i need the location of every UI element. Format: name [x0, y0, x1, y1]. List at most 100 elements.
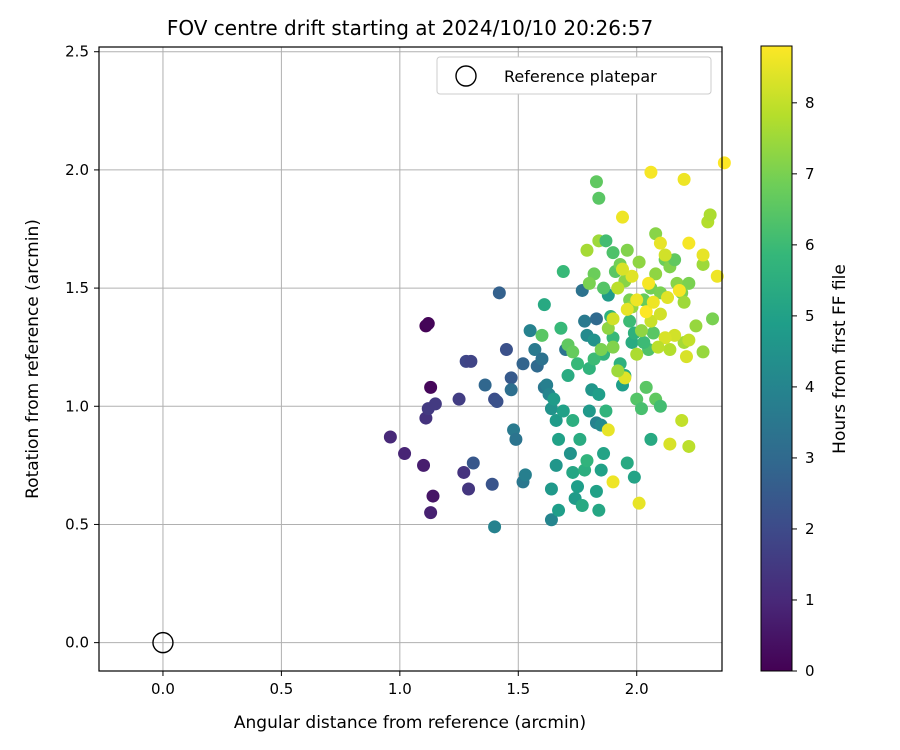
data-point	[651, 340, 665, 354]
data-point	[630, 347, 644, 361]
data-point	[573, 432, 587, 446]
colorbar-tick-label: 7	[805, 165, 815, 183]
data-point	[637, 335, 651, 349]
data-point	[549, 458, 563, 472]
data-point	[677, 172, 691, 186]
data-point	[582, 276, 596, 290]
data-point	[623, 314, 637, 328]
data-point	[544, 513, 558, 527]
x-axis-label: Angular distance from reference (arcmin)	[234, 713, 586, 733]
data-point	[556, 265, 570, 279]
reference-group	[152, 631, 174, 654]
data-point	[682, 236, 696, 250]
legend-marker	[455, 65, 477, 87]
data-point	[426, 489, 440, 503]
data-point	[589, 484, 603, 498]
data-point	[620, 243, 634, 257]
data-point	[639, 305, 653, 319]
data-point	[466, 456, 480, 470]
data-point	[592, 191, 606, 205]
data-point	[599, 404, 613, 418]
data-point	[606, 312, 620, 326]
data-point	[679, 350, 693, 364]
data-point	[706, 312, 720, 326]
data-point	[561, 369, 575, 383]
data-point	[616, 262, 630, 276]
data-point	[398, 447, 412, 461]
y-tick-label: 0.0	[65, 634, 89, 652]
legend-label: Reference platepar	[504, 67, 657, 86]
data-point	[589, 312, 603, 326]
y-tick-label: 0.5	[65, 515, 89, 533]
chart-title: FOV centre drift starting at 2024/10/10 …	[167, 16, 653, 40]
colorbar-tick-label: 6	[805, 236, 815, 254]
data-point	[616, 210, 630, 224]
data-point	[580, 243, 594, 257]
colorbar	[760, 45, 793, 672]
data-point	[516, 357, 530, 371]
grid	[99, 47, 722, 671]
colorbar-label: Hours from first FF file	[830, 264, 850, 454]
data-point	[653, 399, 667, 413]
data-point	[661, 291, 675, 305]
data-point	[547, 392, 561, 406]
data-point	[424, 506, 438, 520]
data-point	[537, 298, 551, 312]
reference-marker	[152, 631, 174, 654]
data-point	[592, 387, 606, 401]
data-point	[566, 465, 580, 479]
x-tick-label: 1.5	[506, 680, 530, 698]
data-point	[566, 413, 580, 427]
data-point	[717, 156, 731, 170]
colorbar-tick-label: 5	[805, 307, 815, 325]
data-point	[582, 404, 596, 418]
data-point	[549, 413, 563, 427]
x-axis: 0.0 0.5 1.0 1.5 2.0	[151, 671, 649, 698]
data-point	[488, 520, 502, 534]
data-point	[606, 340, 620, 354]
data-point	[646, 295, 660, 309]
x-tick-label: 2.0	[625, 680, 649, 698]
data-point	[485, 477, 499, 491]
data-point	[682, 276, 696, 290]
y-tick-label: 2.5	[65, 43, 89, 61]
data-point	[504, 371, 518, 385]
data-point	[632, 255, 646, 269]
data-point	[644, 165, 658, 179]
colorbar-tick-label: 0	[805, 662, 815, 680]
data-point	[552, 432, 566, 446]
data-point	[625, 269, 639, 283]
data-point	[663, 437, 677, 451]
y-tick-label: 2.0	[65, 161, 89, 179]
data-point	[428, 397, 442, 411]
data-point	[424, 380, 438, 394]
data-point	[523, 324, 537, 338]
data-point	[571, 357, 585, 371]
data-point	[627, 470, 641, 484]
data-point	[383, 430, 397, 444]
data-point	[594, 343, 608, 357]
data-point	[601, 423, 615, 437]
data-point	[696, 257, 710, 271]
data-point	[535, 328, 549, 342]
x-tick-label: 1.0	[388, 680, 412, 698]
data-point	[499, 343, 513, 357]
colorbar-tick-label: 4	[805, 378, 815, 396]
data-point	[611, 281, 625, 295]
data-point	[457, 465, 471, 479]
data-point	[672, 283, 686, 297]
plot-frame	[98, 46, 723, 672]
data-point	[554, 321, 568, 335]
data-point	[634, 324, 648, 338]
data-point	[639, 380, 653, 394]
data-point	[528, 343, 542, 357]
data-point	[580, 454, 594, 468]
scatter-points	[383, 156, 731, 534]
data-point	[518, 468, 532, 482]
data-point	[462, 482, 476, 496]
data-point	[646, 326, 660, 340]
data-point	[620, 456, 634, 470]
data-point	[597, 447, 611, 461]
colorbar-tick-label: 1	[805, 591, 815, 609]
